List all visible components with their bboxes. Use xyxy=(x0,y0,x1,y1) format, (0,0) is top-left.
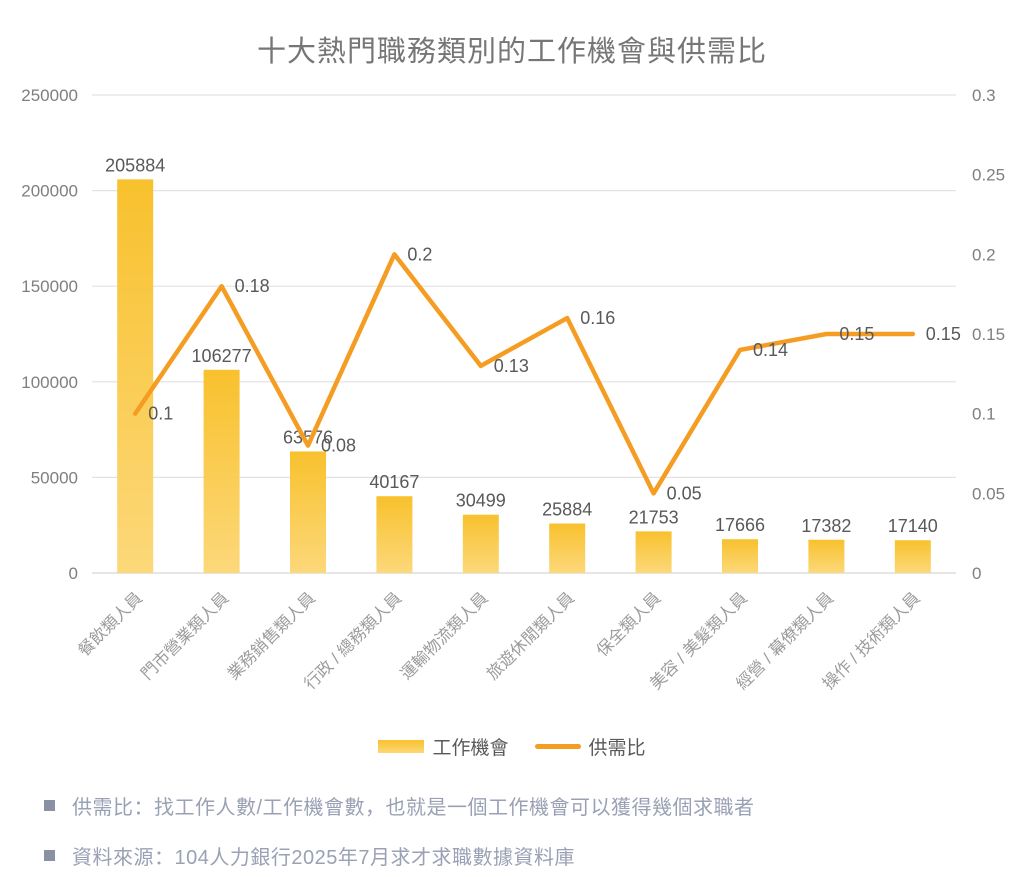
right-axis-tick-label: 0.25 xyxy=(972,166,1005,185)
bar-value-label: 25884 xyxy=(542,500,592,520)
footnote-definition-text: 供需比：找工作人數/工作機會數，也就是一個工作機會可以獲得幾個求職者 xyxy=(72,797,755,819)
footnote-source-text: 資料來源：104人力銀行2025年7月求才求職數據資料庫 xyxy=(72,847,575,869)
line-point-label: 0.08 xyxy=(321,436,356,456)
right-axis-tick-label: 0 xyxy=(972,564,981,583)
footnote-source: 資料來源：104人力銀行2025年7月求才求職數據資料庫 xyxy=(44,841,755,870)
right-axis-tick-label: 0.1 xyxy=(972,405,996,424)
left-axis-tick-label: 0 xyxy=(69,564,78,583)
bar xyxy=(117,179,154,573)
category-label: 業務銷售類人員 xyxy=(224,588,319,683)
category-label: 旅遊休閒類人員 xyxy=(483,588,578,683)
line-point-label: 0.1 xyxy=(148,404,173,424)
bar xyxy=(722,539,758,573)
legend-label-supply-demand-ratio: 供需比 xyxy=(588,738,646,759)
right-axis-tick-label: 0.15 xyxy=(972,325,1005,344)
left-axis-tick-label: 150000 xyxy=(21,277,78,296)
bar-value-label: 63576 xyxy=(283,427,333,447)
legend-item-supply-demand-ratio: 供需比 xyxy=(534,733,646,760)
chart-title: 十大熱門職務類別的工作機會與供需比 xyxy=(256,36,767,68)
line-series-swatch-icon xyxy=(534,744,581,749)
bar-value-label: 30499 xyxy=(456,491,506,511)
left-axis-tick-label: 200000 xyxy=(21,182,78,201)
bar xyxy=(376,496,413,573)
bar-value-label: 106277 xyxy=(192,346,252,366)
right-axis-tick-label: 0.05 xyxy=(972,484,1005,503)
line-point-label: 0.05 xyxy=(667,483,702,503)
chart-legend: 工作機會 供需比 xyxy=(0,733,1024,760)
footnotes: 供需比：找工作人數/工作機會數，也就是一個工作機會可以獲得幾個求職者 資料來源：… xyxy=(44,791,755,877)
square-bullet-icon xyxy=(44,850,55,861)
bar xyxy=(462,514,499,573)
right-axis-tick-label: 0.2 xyxy=(972,245,996,264)
left-axis-tick-label: 50000 xyxy=(31,468,78,487)
bar-value-label: 40167 xyxy=(369,472,419,492)
line-point-label: 0.2 xyxy=(407,244,432,264)
left-axis-tick-label: 100000 xyxy=(21,373,78,392)
line-point-label: 0.15 xyxy=(839,324,874,344)
left-axis-tick-label: 250000 xyxy=(21,86,78,105)
category-label: 門市營業類人員 xyxy=(137,588,232,683)
bar-value-label: 21753 xyxy=(629,507,679,527)
bar xyxy=(549,523,586,573)
footnote-definition: 供需比：找工作人數/工作機會數，也就是一個工作機會可以獲得幾個求職者 xyxy=(44,791,755,820)
line-point-label: 0.18 xyxy=(235,276,270,296)
bar xyxy=(203,369,240,573)
line-point-label: 0.15 xyxy=(926,324,961,344)
category-label: 運輸物流類人員 xyxy=(397,588,492,683)
legend-item-job-openings: 工作機會 xyxy=(378,733,509,760)
combo-chart: 250000 200000 150000 100000 50000 0 0.3 0.25 0.2… xyxy=(21,86,1005,693)
line-point-label: 0.13 xyxy=(494,356,529,376)
bar-value-label: 17666 xyxy=(715,515,765,535)
square-bullet-icon xyxy=(44,800,55,811)
bar-series-swatch-icon xyxy=(378,740,425,753)
bar-value-label: 17140 xyxy=(888,516,938,536)
category-label: 餐飲類人員 xyxy=(74,588,146,660)
supply-demand-line xyxy=(132,252,916,496)
bar xyxy=(290,451,326,573)
bar-value-label: 17382 xyxy=(801,516,851,536)
bar xyxy=(635,531,672,573)
bar xyxy=(808,539,845,573)
bar xyxy=(894,540,931,573)
legend-label-job-openings: 工作機會 xyxy=(432,738,509,759)
line-point-label: 0.14 xyxy=(753,340,788,360)
category-label: 保全類人員 xyxy=(593,588,665,660)
right-axis-tick-label: 0.3 xyxy=(972,86,996,105)
line-point-label: 0.16 xyxy=(580,308,615,328)
bar-value-label: 205884 xyxy=(105,155,165,175)
